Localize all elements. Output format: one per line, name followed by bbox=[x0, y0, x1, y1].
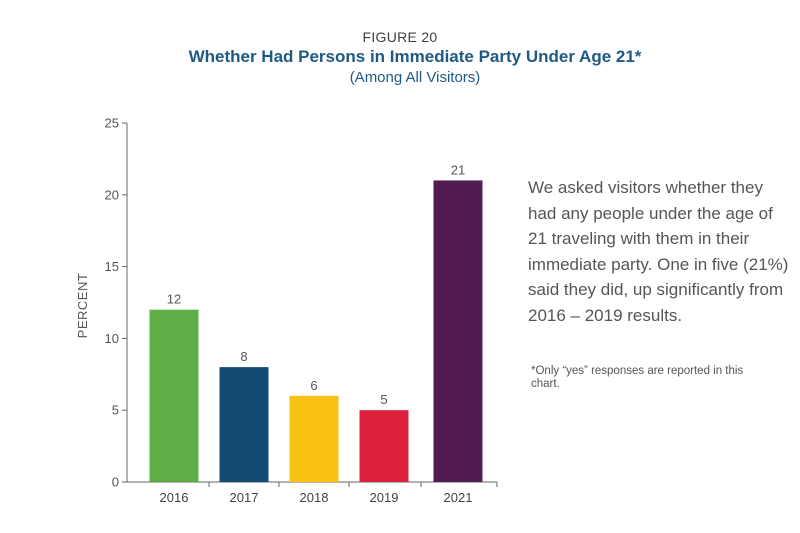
chart-bars bbox=[149, 180, 483, 482]
y-tick-label: 0 bbox=[112, 475, 119, 490]
chart-labels: 0 5 10 15 20 25 PERCENT 12 2016 8 2017 6 2018 5 2019 21… bbox=[75, 116, 472, 506]
chart-description: We asked visitors whether they had any p… bbox=[528, 178, 789, 325]
chart-title: Whether Had Persons in Immediate Party U… bbox=[188, 47, 642, 66]
x-tick-label-2021: 2021 bbox=[444, 490, 473, 505]
chart-footnote: *Only “yes” responses are reported in th… bbox=[531, 365, 744, 390]
x-tick-label-2017: 2017 bbox=[230, 490, 259, 505]
y-axis-title: PERCENT bbox=[75, 273, 90, 339]
bar-2019 bbox=[359, 410, 409, 482]
y-tick-label: 15 bbox=[105, 259, 119, 274]
y-tick-label: 20 bbox=[105, 187, 119, 202]
x-tick-label-2016: 2016 bbox=[160, 490, 189, 505]
bar-2017 bbox=[219, 367, 269, 482]
x-tick-label-2018: 2018 bbox=[300, 490, 329, 505]
data-label-2018: 6 bbox=[310, 378, 317, 393]
data-label-2019: 5 bbox=[380, 392, 387, 407]
figure-label: FIGURE 20 bbox=[362, 29, 438, 45]
y-tick-label: 25 bbox=[105, 116, 119, 131]
data-label-2021: 21 bbox=[451, 162, 465, 177]
y-tick-label: 10 bbox=[105, 331, 119, 346]
bar-2021 bbox=[433, 180, 483, 482]
data-label-2016: 12 bbox=[167, 292, 181, 307]
bar-2016 bbox=[149, 309, 199, 482]
chart-subtitle: (Among All Visitors) bbox=[349, 69, 481, 86]
data-label-2017: 8 bbox=[240, 349, 247, 364]
x-tick-label-2019: 2019 bbox=[370, 490, 399, 505]
bar-2018 bbox=[289, 395, 339, 482]
y-tick-label: 5 bbox=[112, 403, 119, 418]
bar-chart: 0 5 10 15 20 25 PERCENT 12 2016 8 2017 6 2018 5 2019 21… bbox=[75, 116, 498, 506]
